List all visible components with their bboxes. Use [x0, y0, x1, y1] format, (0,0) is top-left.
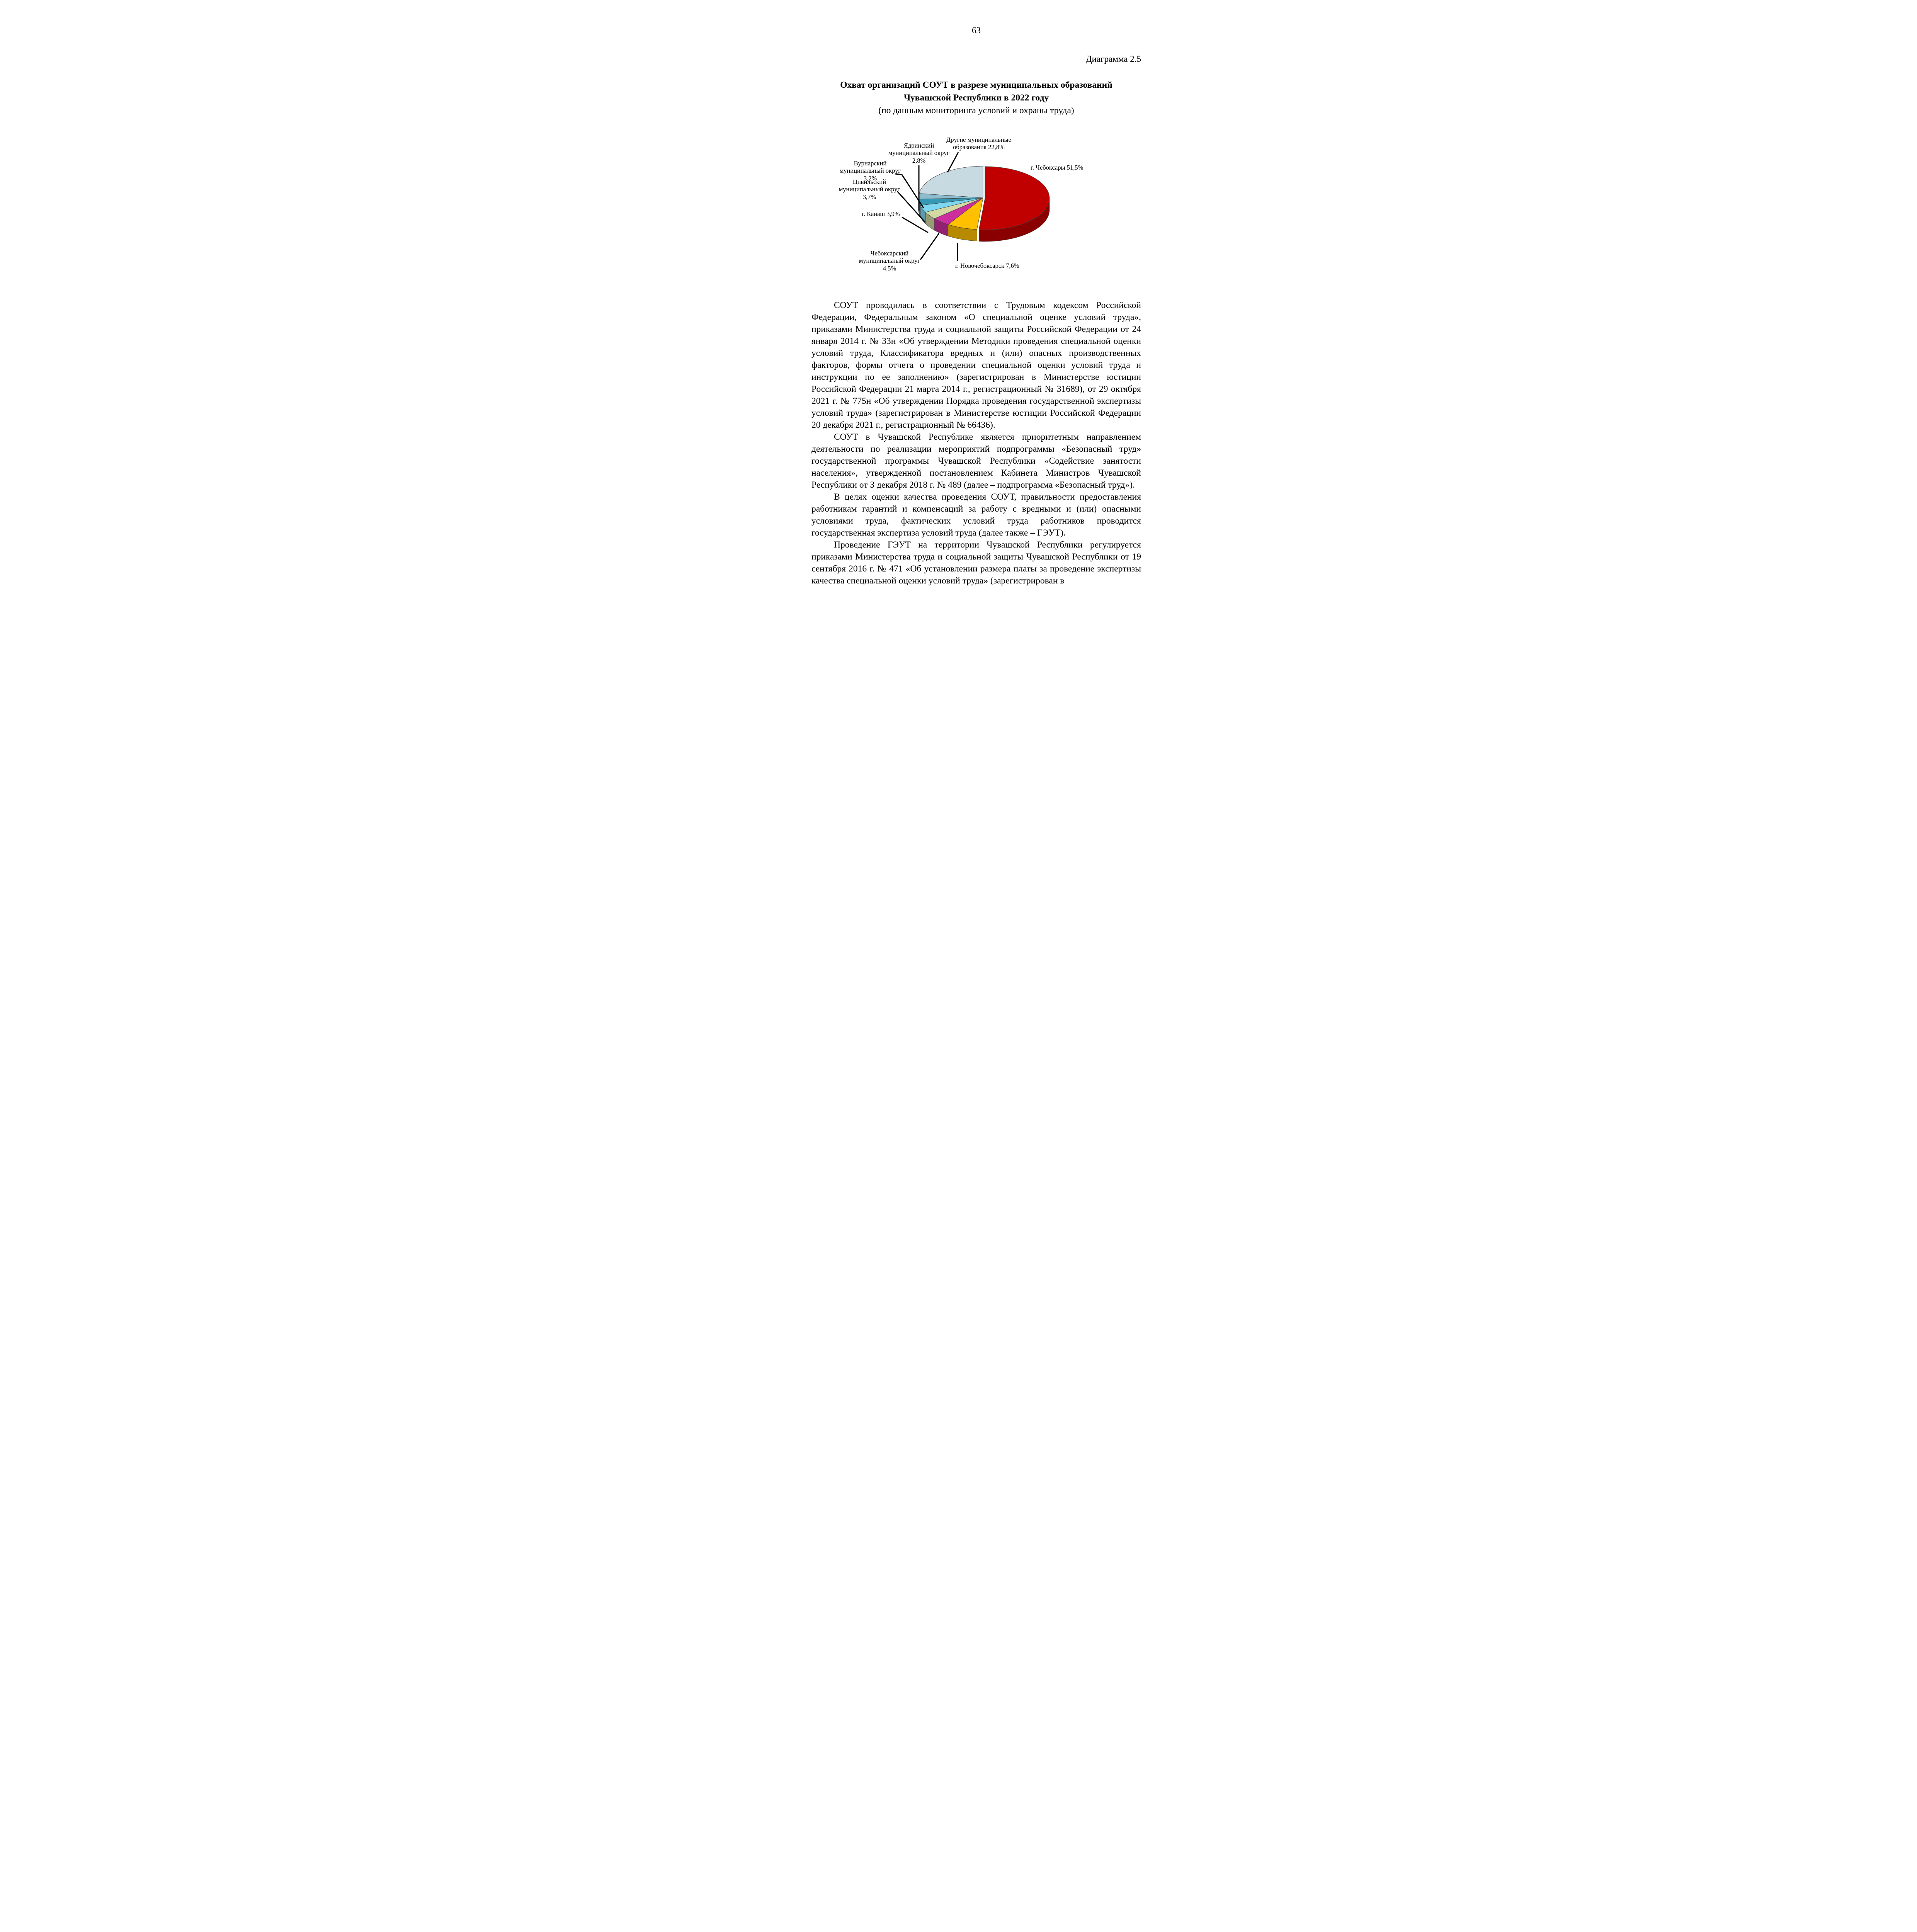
page-number: 63 — [972, 26, 981, 35]
pie-label-kanash: г. Канаш 3,9% — [862, 210, 900, 218]
body-paragraph-2: СОУТ в Чувашской Республике является при… — [811, 432, 1141, 490]
chart-title-line2: Чувашской Республики в 2022 году — [903, 93, 1049, 103]
pie-chart-canvas — [895, 152, 1050, 261]
body-paragraph-3: В целях оценки качества проведения СОУТ,… — [811, 492, 1141, 538]
pie-label-cheboksarsky: Чебоксарский муниципальный округ 4,5% — [859, 250, 920, 272]
pie-label-cheboksary: г. Чебоксары 51,5% — [1031, 164, 1084, 171]
figure-label: Диаграмма 2.5 — [1085, 54, 1141, 64]
pie-label-vurnarsky: Вурнарский муниципальный округ 3,2% — [839, 160, 901, 182]
body-paragraph-1: СОУТ проводилась в соответствии с Трудов… — [811, 300, 1141, 430]
chart-title-line1: Охват организаций СОУТ в разрезе муницип… — [840, 80, 1112, 90]
pie-label-novocheboksarsk: г. Новочебоксарск 7,6% — [955, 262, 1019, 269]
pie-chart: г. Чебоксары 51,5% Другие муниципальные … — [801, 131, 1118, 286]
chart-subtitle: (по данным мониторинга условий и охраны … — [878, 105, 1074, 116]
body-text: СОУТ проводилась в соответствии с Трудов… — [811, 299, 1141, 587]
pie-label-drugie: Другие муниципальные образования 22,8% — [946, 136, 1011, 151]
pie-label-yadrinsky: Ядринский муниципальный округ 2,8% — [888, 142, 950, 164]
document-page: 63 Диаграмма 2.5 Охват организаций СОУТ … — [743, 0, 1174, 610]
chart-title-block: Охват организаций СОУТ в разрезе муницип… — [811, 79, 1141, 117]
body-paragraph-4: Проведение ГЭУТ на территории Чувашской … — [811, 540, 1141, 586]
pie-label-tsivilsky: Цивильский муниципальный округ 3,7% — [839, 178, 900, 201]
